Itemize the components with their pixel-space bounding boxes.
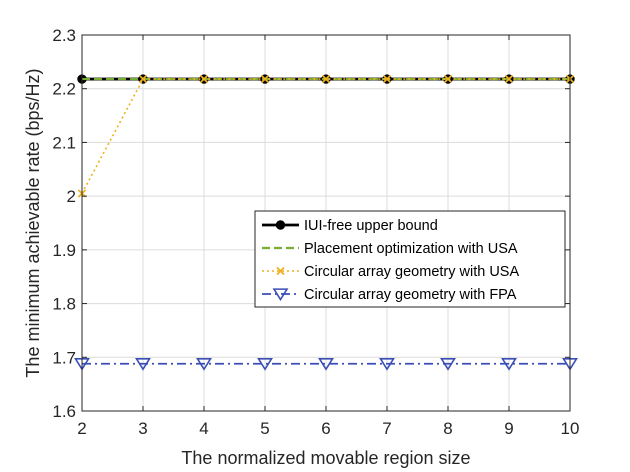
axis-ticks	[81, 34, 571, 412]
legend: IUI-free upper bound Placement optimizati…	[254, 210, 566, 308]
x-tick-label: 2	[77, 419, 86, 438]
y-axis-label: The minimum achievable rate (bps/Hz)	[23, 68, 43, 377]
series-marker-stroke	[382, 74, 392, 84]
legend-entry-label: IUI-free upper bound	[304, 218, 438, 234]
series-marker-stroke	[443, 74, 453, 84]
series-marker	[138, 74, 148, 84]
y-tick-label: 2.1	[52, 133, 76, 152]
series-marker	[379, 358, 395, 371]
series-marker	[440, 358, 456, 371]
series-marker-stroke	[260, 74, 270, 84]
series-marker	[504, 74, 514, 84]
series-marker	[501, 358, 517, 371]
series-marker-stroke	[138, 74, 148, 84]
y-tick-label: 1.9	[52, 241, 76, 260]
legend-entry-label: Circular array geometry with FPA	[304, 287, 517, 303]
legend-entry-label: Placement optimization with USA	[304, 241, 518, 257]
y-tick-label: 2.3	[52, 26, 76, 45]
y-tick-label: 1.6	[52, 402, 76, 421]
series-marker	[257, 358, 273, 371]
x-tick-label: 10	[561, 419, 580, 438]
series-marker	[199, 74, 209, 84]
series-marker	[260, 74, 270, 84]
legend-marker	[272, 288, 289, 302]
series-marker-stroke	[199, 74, 209, 84]
x-tick-label: 7	[382, 419, 391, 438]
y-tick-label: 2	[67, 187, 76, 206]
series-marker-stroke	[321, 74, 331, 84]
legend-entry-label: Circular array geometry with USA	[304, 264, 519, 280]
legend-marker	[275, 220, 286, 230]
legend-marker	[276, 266, 285, 276]
x-tick-label: 3	[138, 419, 147, 438]
series-marker	[318, 358, 334, 371]
y-tick-label: 2.2	[52, 80, 76, 99]
y-tick-label: 1.8	[52, 295, 76, 314]
legend-marker-stroke	[276, 266, 285, 276]
series-line	[81, 78, 570, 194]
series-marker	[382, 74, 392, 84]
series-marker-stroke	[504, 74, 514, 84]
series-marker	[321, 74, 331, 84]
tick-labels: 2 3 4 5 6 7 8 9 10 1.6 1.7 1.8 1.9 2 2.1 2.2 2.3	[52, 26, 579, 438]
x-tick-label: 5	[260, 419, 269, 438]
series-marker	[135, 358, 151, 371]
legend-box	[254, 210, 566, 308]
series-marker	[196, 358, 212, 371]
x-tick-label: 8	[443, 419, 452, 438]
x-tick-label: 6	[321, 419, 330, 438]
x-axis-label: The normalized movable region size	[181, 448, 470, 468]
y-tick-label: 1.7	[52, 348, 76, 367]
x-tick-label: 9	[504, 419, 513, 438]
series-marker	[443, 74, 453, 84]
series-layer	[74, 74, 578, 371]
x-tick-label: 4	[199, 419, 208, 438]
